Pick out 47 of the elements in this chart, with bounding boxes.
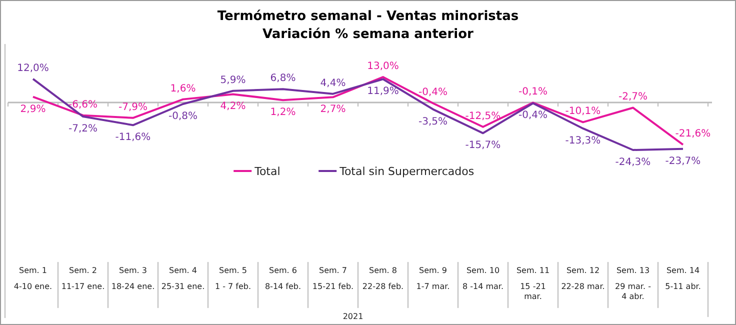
data-label: -0,4% [518,110,548,122]
data-label: -10,1% [565,106,601,118]
x-tick-label: Sem. 13 29 mar. - 4 abr. [615,266,652,301]
data-label: -6,6% [68,99,98,110]
chart-subtitle: Variación % semana anterior [262,27,474,42]
data-label: -0,1% [518,86,548,98]
legend-label: Total sin Supermercados [338,165,474,178]
x-axis-title: 2021 [342,312,364,321]
x-tick-label: Sem. 9 1-7 mar. [416,266,450,291]
x-tick-label: Sem. 11 15 -21 mar. [516,266,550,301]
x-tick-label: Sem. 8 22-28 feb. [362,266,404,291]
chart-title: Termómetro semanal - Ventas minoristas [217,9,519,24]
data-label: -0,4% [418,87,448,98]
data-label: -11,6% [115,132,151,144]
data-label: -13,3% [565,135,601,146]
data-label: -0,8% [168,111,198,122]
data-label: -15,7% [465,140,501,152]
x-tick-label: Sem. 3 18-24 ene. [111,266,155,291]
data-label: -7,2% [68,124,98,135]
data-label: 4,2% [220,101,246,112]
data-label: -7,9% [118,102,148,113]
data-label: -21,6% [675,128,711,140]
x-tick-label: Sem. 6 8-14 feb. [264,266,302,291]
x-tick-label: Sem. 2 11-17 ene. [61,266,105,291]
x-tick-label: Sem. 4 25-31 ene. [161,266,205,291]
data-label: 4,4% [320,78,346,89]
data-label: -12,5% [465,110,501,122]
x-tick-label: Sem. 10 8 -14 mar. [462,266,504,291]
data-label: -23,7% [665,156,701,167]
data-label: 6,8% [270,73,296,84]
data-label: 11,9% [367,86,399,98]
data-label: 12,0% [17,62,49,74]
x-tick-label: Sem. 12 22-28 mar. [561,266,605,291]
data-label: 1,6% [170,83,196,94]
data-label: -2,7% [618,92,648,103]
x-tick-label: Sem. 1 4-10 ene. [14,266,52,291]
x-tick-label: Sem. 7 15-21 feb. [312,266,354,291]
data-label: 1,2% [270,107,296,118]
x-tick-label: Sem. 14 5-11 abr. [665,266,701,291]
data-label: -3,5% [418,116,448,128]
data-label: 5,9% [220,74,246,86]
data-label: 2,7% [320,104,346,116]
data-label: -24,3% [615,157,651,168]
data-label: 2,9% [20,104,46,115]
x-tick-label: Sem. 5 1 - 7 feb. [214,266,252,291]
legend-label: Total [254,165,280,178]
data-label: 13,0% [367,61,399,72]
